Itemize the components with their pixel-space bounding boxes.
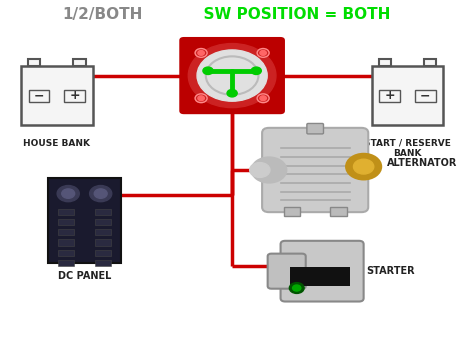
Text: −: − [420, 89, 430, 102]
Circle shape [198, 96, 204, 101]
FancyBboxPatch shape [424, 59, 436, 66]
Text: SW POSITION = BOTH: SW POSITION = BOTH [193, 7, 391, 22]
Circle shape [94, 189, 107, 198]
FancyBboxPatch shape [58, 250, 74, 256]
FancyBboxPatch shape [330, 207, 346, 216]
Text: ALTERNATOR: ALTERNATOR [387, 158, 457, 168]
FancyBboxPatch shape [58, 239, 74, 245]
Circle shape [203, 67, 213, 74]
FancyBboxPatch shape [28, 59, 40, 66]
Text: 1/2/BOTH: 1/2/BOTH [63, 7, 143, 22]
Circle shape [251, 67, 261, 74]
FancyBboxPatch shape [95, 219, 111, 225]
FancyBboxPatch shape [95, 239, 111, 245]
Circle shape [354, 159, 374, 174]
FancyBboxPatch shape [372, 66, 443, 125]
FancyBboxPatch shape [58, 260, 74, 266]
Circle shape [252, 157, 287, 183]
FancyBboxPatch shape [307, 123, 323, 134]
FancyBboxPatch shape [284, 207, 301, 216]
Circle shape [257, 94, 269, 103]
FancyBboxPatch shape [380, 90, 400, 102]
FancyBboxPatch shape [95, 230, 111, 235]
FancyBboxPatch shape [415, 90, 436, 102]
Circle shape [195, 94, 207, 103]
FancyBboxPatch shape [262, 128, 368, 212]
Text: START / RESERVE
BANK: START / RESERVE BANK [364, 139, 451, 158]
Circle shape [57, 186, 79, 202]
FancyBboxPatch shape [95, 209, 111, 215]
Circle shape [227, 89, 237, 97]
Circle shape [250, 163, 270, 177]
FancyBboxPatch shape [379, 59, 391, 66]
FancyBboxPatch shape [58, 219, 74, 225]
Text: +: + [69, 89, 80, 102]
Circle shape [289, 283, 304, 293]
FancyBboxPatch shape [268, 254, 306, 289]
FancyBboxPatch shape [290, 267, 350, 286]
Circle shape [346, 154, 381, 180]
Circle shape [257, 49, 269, 57]
Circle shape [197, 50, 267, 101]
FancyBboxPatch shape [21, 66, 92, 125]
Text: DC PANEL: DC PANEL [58, 271, 111, 281]
Circle shape [260, 96, 266, 101]
Text: −: − [34, 89, 44, 102]
FancyBboxPatch shape [281, 241, 364, 302]
Text: STARTER: STARTER [366, 266, 415, 276]
FancyBboxPatch shape [95, 250, 111, 256]
FancyBboxPatch shape [95, 260, 111, 266]
FancyBboxPatch shape [58, 209, 74, 215]
Circle shape [260, 51, 266, 55]
FancyBboxPatch shape [73, 59, 86, 66]
FancyBboxPatch shape [58, 230, 74, 235]
Text: +: + [384, 89, 395, 102]
Text: HOUSE BANK: HOUSE BANK [23, 139, 90, 148]
FancyBboxPatch shape [47, 178, 121, 263]
Circle shape [195, 49, 207, 57]
FancyBboxPatch shape [64, 90, 85, 102]
Circle shape [90, 186, 112, 202]
Circle shape [292, 285, 301, 291]
FancyBboxPatch shape [179, 37, 285, 114]
Circle shape [198, 51, 204, 55]
Circle shape [188, 44, 276, 108]
Circle shape [62, 189, 75, 198]
FancyBboxPatch shape [29, 90, 49, 102]
